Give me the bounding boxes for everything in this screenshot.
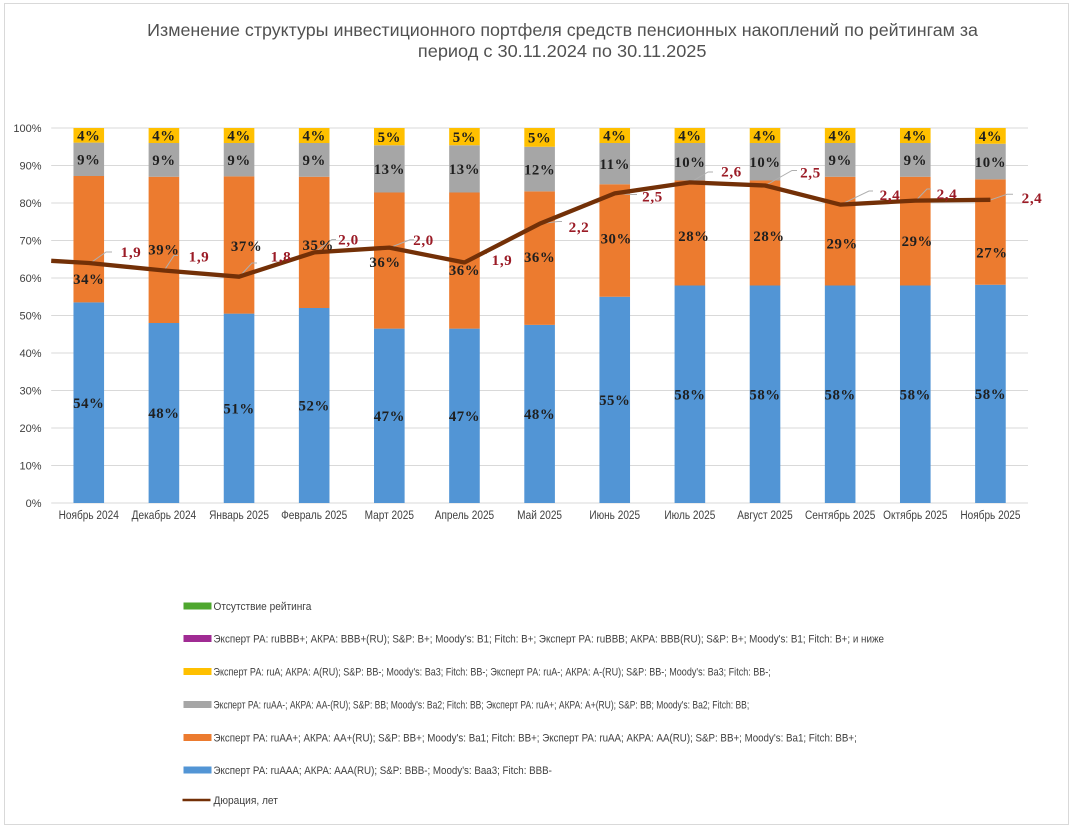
- svg-text:Ноябрь 2024: Ноябрь 2024: [59, 508, 119, 522]
- svg-text:Изменение структуры инвестицио: Изменение структуры инвестиционного порт…: [147, 20, 978, 40]
- svg-text:период с 30.11.2024 по 30.11.2: период с 30.11.2024 по 30.11.2025: [418, 41, 707, 61]
- svg-text:36%: 36%: [449, 263, 480, 279]
- svg-text:Эксперт РА: ruAA+; АКРА: AA+(R: Эксперт РА: ruAA+; АКРА: AA+(RU); S&P: B…: [214, 732, 857, 744]
- svg-text:Эксперт РА: ruA; АКРА: A(RU);: Эксперт РА: ruA; АКРА: A(RU); S&P: BB-; …: [214, 666, 771, 678]
- svg-text:51%: 51%: [223, 402, 254, 418]
- svg-text:4%: 4%: [829, 129, 852, 145]
- svg-text:30%: 30%: [19, 385, 41, 397]
- svg-text:58%: 58%: [674, 387, 705, 403]
- svg-text:4%: 4%: [603, 129, 626, 145]
- svg-text:5%: 5%: [528, 131, 551, 147]
- svg-text:Сентябрь 2025: Сентябрь 2025: [805, 508, 876, 522]
- svg-text:52%: 52%: [299, 399, 330, 415]
- svg-text:29%: 29%: [827, 237, 858, 253]
- svg-text:2,2: 2,2: [569, 219, 590, 236]
- svg-text:9%: 9%: [829, 153, 852, 169]
- svg-text:2,5: 2,5: [642, 188, 663, 205]
- svg-text:36%: 36%: [369, 255, 400, 271]
- svg-text:Декабрь 2024: Декабрь 2024: [132, 508, 197, 522]
- svg-text:4%: 4%: [303, 129, 326, 145]
- svg-text:9%: 9%: [227, 153, 250, 169]
- svg-text:30%: 30%: [601, 232, 632, 248]
- svg-text:1,8: 1,8: [271, 248, 292, 265]
- svg-text:Октябрь 2025: Октябрь 2025: [883, 508, 947, 522]
- svg-text:Март 2025: Март 2025: [365, 508, 414, 522]
- svg-text:5%: 5%: [453, 130, 476, 146]
- svg-text:4%: 4%: [77, 129, 100, 145]
- svg-text:4%: 4%: [227, 129, 250, 145]
- svg-text:35%: 35%: [303, 238, 334, 254]
- svg-text:2,4: 2,4: [880, 187, 901, 204]
- svg-text:34%: 34%: [73, 272, 104, 288]
- svg-text:90%: 90%: [19, 160, 41, 172]
- svg-text:10%: 10%: [674, 155, 705, 171]
- svg-text:54%: 54%: [73, 396, 104, 412]
- svg-text:47%: 47%: [449, 409, 480, 425]
- svg-text:10%: 10%: [975, 155, 1006, 171]
- svg-text:28%: 28%: [753, 229, 784, 245]
- svg-text:9%: 9%: [152, 153, 175, 169]
- svg-text:Ноябрь 2025: Ноябрь 2025: [960, 508, 1020, 522]
- svg-text:27%: 27%: [976, 246, 1007, 262]
- svg-text:28%: 28%: [678, 229, 709, 245]
- svg-text:11%: 11%: [600, 157, 630, 173]
- svg-text:47%: 47%: [374, 409, 405, 425]
- svg-text:4%: 4%: [904, 129, 927, 145]
- svg-text:4%: 4%: [753, 129, 776, 145]
- svg-text:10%: 10%: [19, 460, 41, 472]
- svg-text:12%: 12%: [524, 162, 555, 178]
- svg-text:39%: 39%: [148, 243, 179, 259]
- svg-text:2,5: 2,5: [800, 165, 821, 182]
- svg-text:Отсутствие рейтинга: Отсутствие рейтинга: [214, 601, 312, 613]
- svg-text:36%: 36%: [524, 250, 555, 266]
- svg-text:2,0: 2,0: [338, 231, 359, 248]
- svg-text:Июль 2025: Июль 2025: [664, 508, 715, 522]
- svg-text:9%: 9%: [904, 153, 927, 169]
- svg-text:55%: 55%: [599, 393, 630, 409]
- svg-text:Эксперт РА: ruAAA; АКРА: AAA(R: Эксперт РА: ruAAA; АКРА: AAA(RU); S&P: B…: [214, 765, 553, 777]
- svg-text:2,0: 2,0: [413, 232, 434, 249]
- svg-text:Май 2025: Май 2025: [517, 508, 562, 522]
- svg-text:0%: 0%: [26, 498, 42, 510]
- svg-text:100%: 100%: [13, 123, 41, 135]
- svg-text:Январь 2025: Январь 2025: [209, 508, 269, 522]
- svg-text:58%: 58%: [900, 387, 931, 403]
- svg-text:37%: 37%: [231, 239, 262, 255]
- svg-text:2,4: 2,4: [937, 186, 958, 203]
- svg-text:40%: 40%: [19, 348, 41, 360]
- svg-text:80%: 80%: [19, 198, 41, 210]
- svg-text:13%: 13%: [374, 162, 405, 178]
- svg-text:1,9: 1,9: [492, 252, 513, 269]
- svg-text:10%: 10%: [749, 155, 780, 171]
- svg-text:Февраль 2025: Февраль 2025: [281, 508, 347, 522]
- svg-text:1,9: 1,9: [189, 248, 210, 265]
- svg-text:60%: 60%: [19, 273, 41, 285]
- svg-text:48%: 48%: [148, 406, 179, 422]
- svg-text:58%: 58%: [825, 387, 856, 403]
- svg-text:13%: 13%: [449, 162, 480, 178]
- svg-text:29%: 29%: [902, 234, 933, 250]
- svg-text:1,9: 1,9: [121, 244, 142, 261]
- svg-text:9%: 9%: [303, 153, 326, 169]
- svg-text:58%: 58%: [749, 387, 780, 403]
- svg-text:70%: 70%: [19, 235, 41, 247]
- svg-text:58%: 58%: [975, 387, 1006, 403]
- svg-text:4%: 4%: [678, 129, 701, 145]
- svg-text:Апрель 2025: Апрель 2025: [435, 508, 495, 522]
- svg-text:4%: 4%: [979, 129, 1002, 145]
- svg-text:Эксперт РА: ruAA-; АКРА: AA-(R: Эксперт РА: ruAA-; АКРА: AA-(RU); S&P: B…: [214, 699, 750, 711]
- svg-text:2,6: 2,6: [721, 163, 742, 180]
- svg-text:4%: 4%: [152, 129, 175, 145]
- svg-text:20%: 20%: [19, 423, 41, 435]
- svg-text:9%: 9%: [77, 153, 100, 169]
- svg-text:Июнь 2025: Июнь 2025: [589, 508, 640, 522]
- svg-text:2,4: 2,4: [1022, 190, 1043, 207]
- svg-text:Дюрация, лет: Дюрация, лет: [214, 795, 278, 807]
- svg-text:48%: 48%: [524, 407, 555, 423]
- svg-text:Август 2025: Август 2025: [737, 508, 793, 522]
- svg-text:Эксперт РА: ruBBB+; АКРА: BBB+: Эксперт РА: ruBBB+; АКРА: BBB+(RU); S&P:…: [214, 633, 885, 645]
- svg-text:5%: 5%: [378, 130, 401, 146]
- svg-text:50%: 50%: [19, 310, 41, 322]
